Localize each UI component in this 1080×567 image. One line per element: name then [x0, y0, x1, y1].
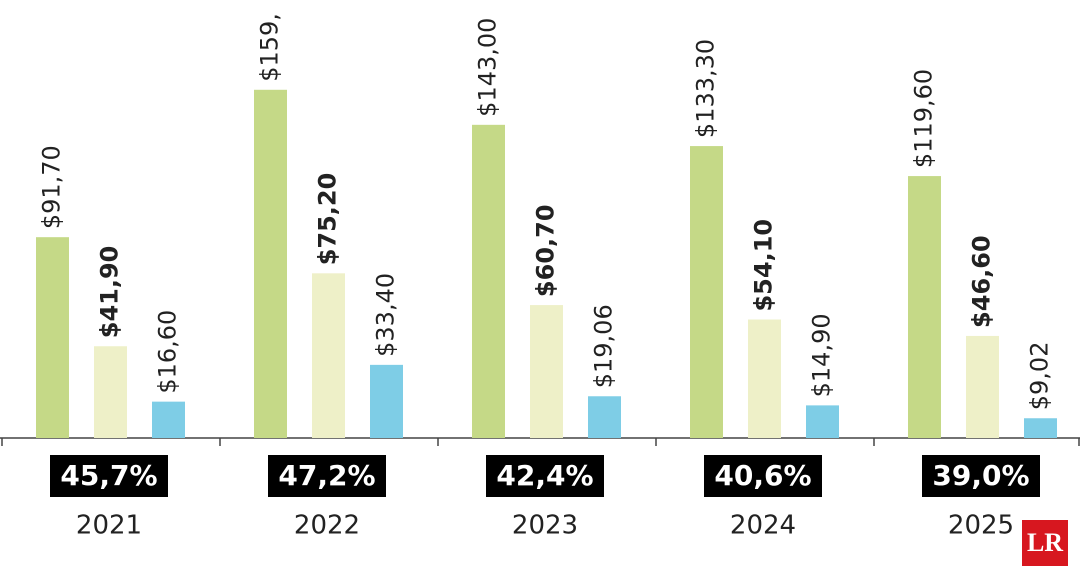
bar — [806, 405, 839, 438]
bar — [966, 335, 999, 438]
value-label: $133,30 — [692, 39, 720, 138]
value-label: $16,60 — [154, 310, 182, 394]
value-label: $159, — [256, 13, 284, 82]
value-label: $143,00 — [474, 18, 502, 117]
bar — [908, 176, 941, 439]
percent-box — [704, 455, 822, 497]
value-label: $41,90 — [96, 246, 124, 339]
value-label: $19,06 — [590, 304, 618, 388]
x-tick-label: 2024 — [730, 511, 796, 541]
value-label: $33,40 — [372, 273, 400, 357]
percent-label: 42,4% — [496, 459, 593, 492]
value-label: $60,70 — [532, 204, 560, 297]
bar — [152, 401, 185, 438]
value-label: $75,20 — [314, 173, 342, 266]
percent-box — [486, 455, 604, 497]
value-label: $91,70 — [38, 145, 66, 229]
bar — [748, 319, 781, 438]
logo: LR — [1027, 528, 1063, 557]
bar — [370, 364, 403, 438]
value-label: $9,02 — [1026, 342, 1054, 411]
x-tick-label: 2021 — [76, 511, 142, 541]
bar — [312, 273, 345, 438]
percent-box — [50, 455, 168, 497]
percent-box — [922, 455, 1040, 497]
bar — [690, 146, 723, 438]
bar — [36, 237, 69, 438]
bar — [588, 396, 621, 438]
percent-box — [268, 455, 386, 497]
x-tick-label: 2025 — [948, 511, 1014, 541]
value-label: $46,60 — [968, 235, 996, 328]
bar — [1024, 418, 1057, 438]
bar — [94, 346, 127, 438]
bar — [254, 89, 287, 438]
percent-label: 47,2% — [278, 459, 375, 492]
logo-box — [1022, 520, 1068, 566]
bar — [472, 124, 505, 438]
value-label: $54,10 — [750, 219, 778, 312]
x-tick-label: 2022 — [294, 511, 360, 541]
percent-label: 39,0% — [932, 459, 1029, 492]
value-label: $14,90 — [808, 313, 836, 397]
bar — [530, 305, 563, 438]
percent-label: 40,6% — [714, 459, 811, 492]
percent-label: 45,7% — [60, 459, 157, 492]
x-tick-label: 2023 — [512, 511, 578, 541]
value-label: $119,60 — [910, 69, 938, 168]
